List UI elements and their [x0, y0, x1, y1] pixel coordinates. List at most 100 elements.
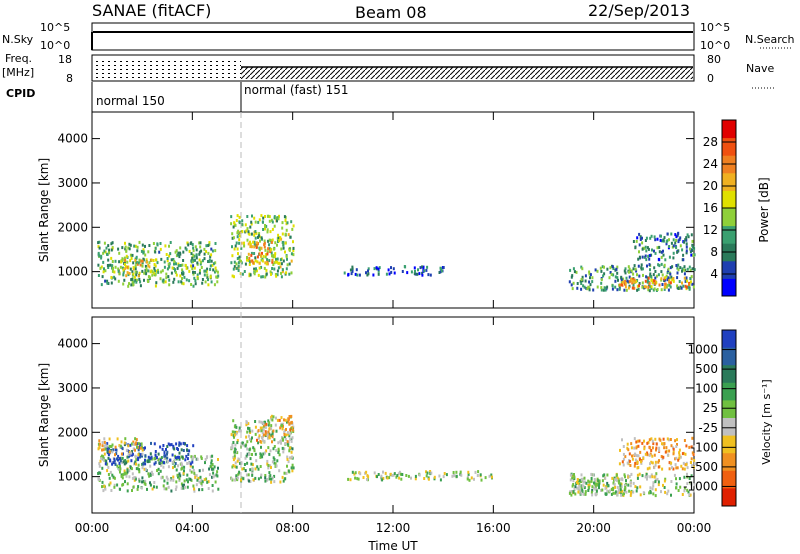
range-cell — [264, 420, 266, 424]
range-cell — [265, 272, 268, 276]
range-cell — [589, 276, 591, 280]
range-cell — [265, 422, 268, 426]
range-cell — [264, 261, 267, 265]
range-cell — [231, 232, 234, 236]
range-cell — [160, 257, 163, 261]
range-cell — [602, 274, 605, 278]
range-cell — [639, 450, 642, 454]
range-cell — [186, 444, 189, 448]
range-cell — [240, 241, 243, 245]
range-cell — [689, 250, 692, 254]
range-cell — [259, 455, 262, 459]
range-cell — [288, 248, 291, 252]
range-cell — [106, 450, 109, 454]
range-cell — [147, 269, 150, 273]
range-cell — [250, 222, 253, 226]
range-cell — [144, 253, 147, 257]
range-cell — [105, 246, 108, 250]
range-cell — [662, 437, 665, 441]
range-cell — [265, 262, 268, 266]
range-cell — [144, 467, 147, 471]
range-cell — [174, 456, 177, 460]
range-cell — [591, 493, 594, 497]
range-cell — [125, 461, 127, 465]
range-cell — [189, 468, 192, 472]
range-cell — [175, 480, 178, 484]
range-cell — [120, 260, 123, 264]
range-cell — [144, 479, 147, 483]
range-cell — [598, 484, 600, 488]
range-cell — [273, 461, 276, 465]
range-cell — [142, 462, 145, 466]
range-cell — [274, 464, 277, 468]
range-cell — [250, 259, 253, 263]
range-cell — [141, 269, 144, 273]
range-cell — [686, 488, 689, 492]
range-cell — [153, 266, 156, 270]
range-cell — [179, 246, 182, 250]
range-cell — [109, 263, 112, 267]
range-cell — [686, 267, 689, 271]
range-cell — [289, 437, 292, 441]
range-cell — [643, 439, 645, 443]
range-cell — [685, 238, 688, 242]
range-cell — [246, 227, 249, 231]
range-cell — [442, 475, 445, 479]
range-cell — [137, 274, 140, 278]
range-cell — [663, 285, 666, 289]
range-cell — [271, 435, 274, 439]
range-cell — [109, 470, 112, 474]
range-cell — [260, 445, 262, 449]
range-cell — [275, 274, 278, 278]
range-cell — [647, 288, 650, 292]
colorbar-tick-label: -25 — [698, 421, 718, 435]
range-cell — [198, 241, 201, 245]
range-cell — [641, 281, 644, 285]
range-cell — [132, 261, 135, 265]
range-cell — [590, 479, 593, 483]
range-cell — [247, 434, 250, 438]
range-cell — [279, 265, 282, 269]
range-cell — [170, 258, 173, 262]
range-cell — [147, 455, 150, 459]
range-cell — [421, 273, 424, 277]
range-cell — [283, 429, 286, 433]
range-cell — [265, 253, 268, 257]
range-cell — [620, 283, 623, 287]
range-cell — [181, 263, 184, 267]
range-cell — [389, 472, 392, 476]
range-cell — [234, 447, 237, 451]
range-cell — [632, 481, 635, 485]
range-cell — [654, 276, 657, 280]
range-cell — [162, 484, 165, 488]
range-cell — [142, 480, 145, 483]
range-cell — [180, 280, 183, 284]
range-cell — [656, 288, 659, 291]
range-cell — [281, 270, 284, 274]
range-cell — [652, 442, 655, 446]
range-cell — [285, 271, 288, 275]
range-cell — [236, 478, 239, 482]
range-cell — [124, 241, 126, 245]
range-cell — [102, 251, 105, 255]
range-cell — [185, 454, 188, 458]
range-cell — [137, 453, 140, 457]
range-cell — [175, 442, 178, 446]
range-cell — [160, 270, 163, 274]
range-cell — [175, 273, 178, 277]
range-cell — [271, 254, 273, 258]
range-cell — [661, 273, 664, 277]
range-cell — [172, 444, 175, 448]
range-cell — [286, 431, 289, 435]
xtick-label: 16:00 — [476, 521, 511, 535]
range-cell — [626, 461, 629, 465]
range-cell — [173, 277, 176, 281]
range-cell — [151, 270, 154, 274]
range-cell — [609, 266, 612, 270]
range-cell — [604, 476, 607, 480]
range-cell — [257, 235, 259, 239]
range-cell — [173, 260, 176, 263]
range-cell — [195, 474, 198, 478]
range-cell — [149, 464, 152, 468]
range-cell — [440, 267, 443, 271]
